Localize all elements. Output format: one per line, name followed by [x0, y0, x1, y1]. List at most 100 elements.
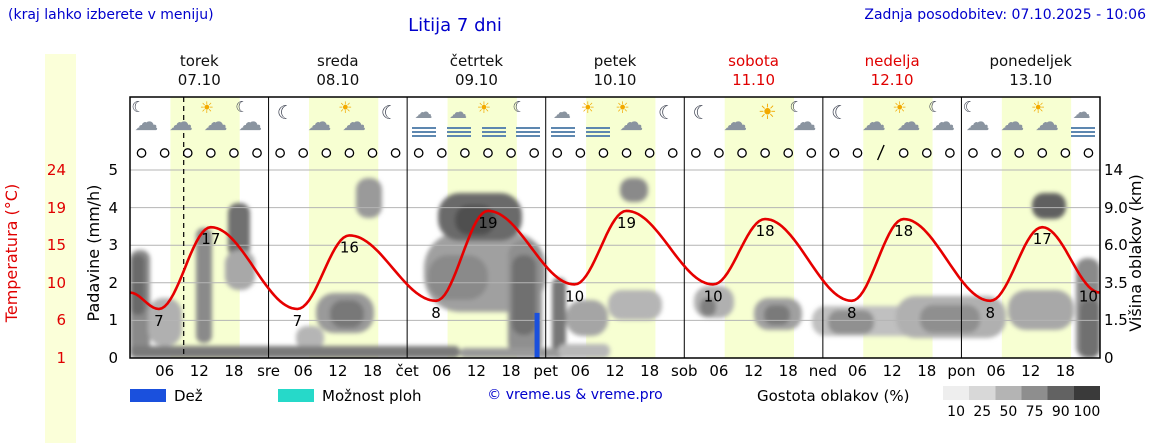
fog-weather-icon: ☁ — [1065, 100, 1101, 144]
cloud-icon: ☁ — [307, 108, 332, 136]
fog-icon — [585, 127, 610, 137]
fog-weather-icon: ☁ — [406, 100, 442, 144]
hour-label: 12 — [882, 362, 902, 380]
cloud-blob — [428, 255, 488, 300]
weather-icon-row: ☾ ☁ ☁ ☀ ☁ ☾ ☁ ☾ ☁ ☀ ☁ ☾ ☁ ☁ ☀ ☾ ☁ ☀ ☀ ☁ ☾ ☾ ☁ ☀ ☾ ☁ ☾ ☁ ☀ ☁ ☾ ☁ ☾ ☁ ☁ ☀ ☁ ☁ — [0, 100, 1152, 146]
cloud-icon: ☁ — [203, 108, 228, 136]
wind-calm-icon — [344, 148, 355, 158]
hour-label: 18 — [362, 362, 383, 380]
temperature-value-label: 10 — [565, 287, 584, 305]
density-tick: 75 — [1025, 404, 1044, 420]
temperature-value-label: 10 — [704, 287, 723, 305]
density-tick: 10 — [947, 404, 965, 420]
wind-calm-icon — [644, 148, 655, 158]
day-date: 08.10 — [316, 71, 360, 89]
cloud-blob — [148, 298, 182, 346]
cloud-icon: ☁ — [1000, 108, 1025, 136]
wind-calm-icon — [460, 148, 470, 158]
cloud-weather-icon: ☁ — [718, 100, 754, 144]
rain-legend-swatch — [130, 389, 166, 402]
cloud-icon: ☁ — [931, 108, 956, 136]
day-header-sobota: sobota 11.10 — [689, 52, 819, 90]
hour-label: 18 — [224, 362, 244, 380]
wind-calm-icon — [506, 148, 516, 158]
cloud-icon: ☁ — [1035, 108, 1060, 136]
wind-calm-icon — [205, 148, 216, 158]
showers-legend-swatch — [278, 389, 314, 402]
fog-weather-icon: ☁ — [545, 100, 581, 144]
moon-weather-icon: ☾ — [649, 100, 685, 144]
day-header-torek: torek 07.10 — [134, 52, 264, 90]
axis-tick: 0 — [108, 349, 118, 367]
wind-calm-icon — [783, 148, 794, 158]
cloud-blob — [566, 300, 608, 336]
day-abbr-label: pon — [947, 362, 976, 380]
cloud-density-ticks: 10 25 50 75 90 100 — [0, 404, 1152, 420]
sun-icon: ☀ — [199, 98, 214, 117]
moon-icon: ☾ — [831, 102, 849, 124]
sun-fog-weather-icon: ☀ — [580, 100, 616, 144]
sun-fog-weather-icon: ☀ — [476, 100, 512, 144]
copyright-link[interactable]: © vreme.us & vreme.pro — [487, 387, 663, 403]
day-name: petek — [593, 52, 637, 70]
moon-weather-icon: ☾ — [372, 100, 408, 144]
moon-cloud-weather-icon: ☾ ☁ — [129, 100, 165, 144]
wind-calm-icon — [714, 148, 724, 158]
wind-calm-icon — [598, 148, 609, 158]
day-name: nedelja — [864, 52, 920, 70]
wind-calm-icon — [298, 148, 309, 158]
cloud-blob — [1008, 290, 1074, 330]
precipitation-ticks: 5 4 3 2 1 0 — [96, 0, 122, 443]
hour-label: 06 — [155, 362, 175, 380]
axis-tick: 24 — [46, 161, 66, 179]
hour-label: 12 — [1021, 362, 1041, 380]
day-header-nedelja: nedelja 12.10 — [827, 52, 957, 90]
axis-tick: 5 — [108, 161, 118, 179]
cloud-blob — [228, 203, 250, 258]
temperature-value-label: 8 — [431, 304, 441, 322]
wind-calm-icon — [321, 148, 332, 158]
wind-calm-icon — [690, 148, 701, 158]
hour-label: 12 — [605, 362, 625, 380]
moon-icon: ☾ — [235, 98, 249, 116]
fog-icon — [551, 127, 576, 137]
cloud-height-ticks: 14 9.0 6.0 3.5 1.5 0 — [1104, 0, 1148, 443]
day-date: 07.10 — [177, 71, 221, 89]
last-update: Zadnja posodobitev: 07.10.2025 - 10:06 — [864, 7, 1146, 23]
wind-calm-icon — [760, 148, 770, 158]
page-title: Litija 7 dni — [408, 15, 502, 36]
day-headers: torek 07.10 sreda 08.10 četrtek 09.10 petek 10.… — [0, 52, 1152, 92]
hour-label: 06 — [432, 362, 452, 380]
moon-icon: ☾ — [928, 98, 942, 116]
hour-label: 06 — [570, 362, 590, 380]
axis-tick: 9.0 — [1104, 198, 1128, 217]
cloud-icon: ☁ — [1072, 102, 1091, 123]
showers-legend-label: Možnost ploh — [322, 387, 422, 405]
hour-label: 18 — [1055, 362, 1075, 380]
wind-calm-icon — [945, 148, 955, 158]
wind-calm-icon — [275, 148, 285, 158]
cloud-density-scale — [943, 386, 1100, 400]
cloud-blob — [196, 228, 212, 343]
wind-calm-icon — [898, 148, 909, 158]
temperature-value-label: 7 — [154, 312, 164, 330]
temperature-value-label: 8 — [847, 304, 857, 322]
day-name: sobota — [728, 52, 779, 70]
axis-tick: 0 — [1104, 349, 1114, 367]
moon-weather-icon: ☾ — [268, 100, 304, 144]
day-abbr-label: pet — [533, 362, 559, 380]
time-axis: 06 12 18 sre 06 12 18 čet 06 12 18 pet 06 12 18 sob 06 12… — [0, 362, 1152, 380]
day-header-sreda: sreda 08.10 — [273, 52, 403, 90]
day-header-petek: petek 10.10 — [550, 52, 680, 90]
cloud-blob — [552, 278, 566, 358]
hour-label: 12 — [328, 362, 348, 380]
density-tick: 25 — [973, 404, 992, 420]
day-abbr-label: ned — [808, 362, 837, 380]
day-abbr-label: sre — [257, 362, 280, 380]
wind-calm-icon — [552, 148, 563, 158]
axis-tick: 14 — [1104, 161, 1124, 179]
wind-calm-icon — [621, 148, 632, 158]
cloud-layer — [130, 178, 1100, 358]
temperature-value-label: 19 — [617, 214, 636, 232]
